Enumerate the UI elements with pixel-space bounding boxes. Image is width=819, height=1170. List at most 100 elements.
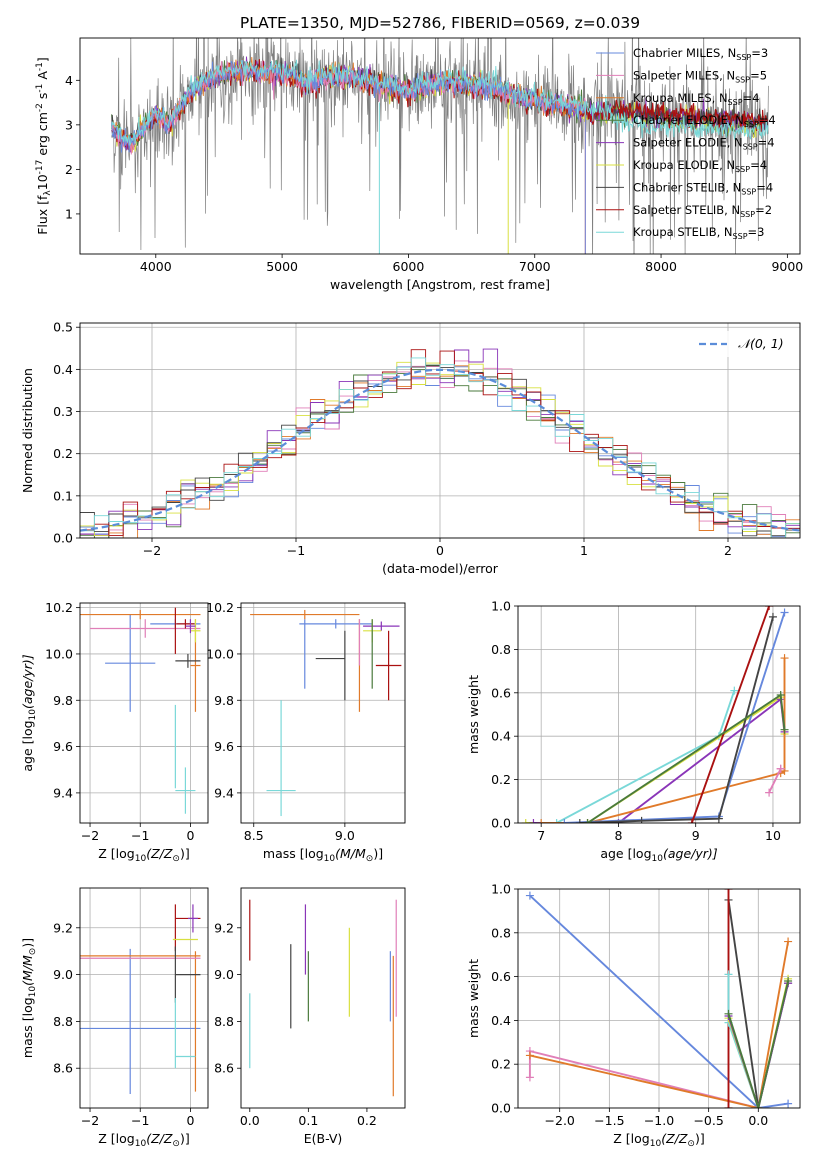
legend-label: Kroupa STELIB, NSSP=3 (633, 225, 764, 241)
mass-weight-marker (730, 686, 739, 695)
mass-weight-marker (537, 819, 546, 823)
y-tick-label: 8.6 (53, 1061, 73, 1076)
axes-frame (517, 888, 801, 1109)
legend-label: Chabrier MILES, NSSP=3 (633, 46, 768, 62)
y-tick-label: 0.0 (491, 1101, 511, 1116)
legend-label-text: =3 (748, 225, 765, 239)
x-label-part: )] (373, 846, 383, 861)
mass-weight-marker (560, 819, 569, 823)
y-tick-label: 8.6 (214, 1061, 234, 1076)
legend-label-text: =4 (743, 91, 760, 105)
mass-weight-marker (525, 1051, 534, 1060)
y-tick-label: 0.1 (53, 488, 73, 503)
y-tick-label: 9.0 (53, 967, 73, 982)
histogram-salpeter-stelib (80, 349, 800, 536)
y-axis-label: mass weight (466, 675, 481, 754)
plot-area (249, 899, 397, 1097)
x-label-sub: ⊙ (366, 854, 374, 864)
axes-residuals: −2 −1 0 1 2 0.0 0.1 0.2 0.3 0.4 0.5 (data-model)/er… (20, 320, 801, 576)
x-label-part: (Z/Z (661, 1131, 688, 1146)
x-tick-label: −2 (81, 828, 99, 843)
x-label-sub: 10 (135, 1139, 147, 1149)
y-tick-label: 9.2 (214, 920, 234, 935)
axes-frame (79, 322, 801, 539)
mass-weight-marker (754, 1104, 763, 1108)
axes-frame (517, 605, 801, 824)
y-label-sub: 10 (28, 709, 38, 721)
mass-weight-marker (776, 764, 785, 773)
y-tick-label: 0.4 (491, 1013, 511, 1028)
y-axis-label-text: Normed distribution (20, 368, 35, 493)
y-label-part: (M/M (20, 955, 35, 986)
mass-weight-marker (768, 612, 777, 621)
x-tick-label: 0.0 (748, 1113, 768, 1128)
axes-spectrum: 4000 5000 6000 7000 8000 9000 1 2 3 4 wavelength [… (35, 37, 803, 292)
legend-label-text: Salpeter MILES, N (633, 68, 735, 82)
mass-weight-line-chabrier-elodie (727, 980, 790, 1108)
y-label-part: Flux [f (35, 195, 50, 235)
y-tick-label: 4 (65, 73, 73, 88)
x-tick-label: 2 (724, 543, 732, 558)
legend-label-text: =4 (759, 113, 776, 127)
y-label-sup: -1 (35, 84, 45, 93)
legend-label-text: =2 (755, 203, 772, 217)
x-label-part: age [log (600, 846, 651, 861)
plot-area (518, 889, 800, 1108)
y-label-sup: -2 (35, 103, 45, 112)
x-tick-label: −2 (143, 543, 161, 558)
legend-label-sub: SSP (736, 53, 751, 62)
legend-label: Salpeter STELIB, NSSP=2 (633, 203, 772, 219)
mass-weight-marker (575, 819, 584, 823)
mass-weight-line-kroupa-stelib (727, 974, 760, 1108)
x-label-part: (age/yr)] (663, 846, 718, 861)
y-tick-label: 0.6 (491, 969, 511, 984)
legend-label-text: Salpeter STELIB, N (633, 203, 740, 217)
x-label-sub: ⊙ (172, 854, 180, 864)
x-axis-label-text: E(B-V) (304, 1131, 343, 1146)
legend-label: Salpeter ELODIE, NSSP=4 (633, 136, 775, 152)
axes-mass-Z: −2 −1 08.68.89.09.2Z [log10(Z/Z⊙)]mass [lo… (20, 887, 209, 1149)
legend-label-text: Kroupa MILES, N (633, 91, 728, 105)
legend-label: Salpeter MILES, NSSP=5 (633, 68, 767, 84)
mass-weight-marker (529, 819, 538, 823)
y-label-part: mass [log (20, 997, 35, 1058)
y-tick-label: 0.6 (491, 685, 511, 700)
x-tick-label: 0 (186, 1113, 194, 1128)
axes-mass-ebv: 0.0 0.1 0.2 8.6 8.8 9.0 9.2 E(B-V) (214, 887, 406, 1146)
x-label-sub: ⊙ (687, 1139, 695, 1149)
x-tick-label: 8 (614, 828, 622, 843)
x-axis-label: E(B-V) (304, 1131, 343, 1146)
axes-mw-Z: −2.0 −1.5 −1.0 −0.5 0.0 0.0 0.2 0.4 0.6 0.8 1.0 Z [… (466, 882, 801, 1149)
x-tick-label: 4000 (140, 259, 172, 274)
y-tick-label: 10.0 (206, 646, 234, 661)
mass-weight-marker (583, 819, 592, 823)
legend-label-sub: SSP (741, 187, 756, 196)
legend-label: Kroupa ELODIE, NSSP=4 (633, 158, 767, 174)
x-axis-label: (data-model)/error (382, 561, 499, 576)
x-label-sub: 10 (650, 1139, 662, 1149)
x-tick-label: 6000 (393, 259, 425, 274)
axes-frame (240, 887, 406, 1109)
mass-weight-marker (765, 788, 774, 797)
x-axis-label-text: (data-model)/error (382, 561, 499, 576)
y-tick-label: 1.0 (491, 599, 511, 614)
y-tick-label: 0.0 (53, 531, 73, 546)
x-label-part: Z [log (98, 846, 134, 861)
y-tick-label: 9.0 (214, 967, 234, 982)
y-tick-label: 3 (65, 117, 73, 132)
plot-area (111, 38, 769, 254)
x-tick-label: 5000 (266, 259, 298, 274)
axes-frame (240, 602, 406, 824)
plot-area (80, 888, 208, 1108)
normal-pdf-curve (80, 368, 800, 532)
x-tick-label: 0 (436, 543, 444, 558)
x-label-sub: ⊙ (172, 1139, 180, 1149)
y-tick-label: 0.8 (491, 642, 511, 657)
x-tick-label: 7 (537, 828, 545, 843)
mass-weight-marker (776, 690, 785, 699)
mass-weight-marker (765, 606, 774, 610)
legend-label-text: Kroupa STELIB, N (633, 225, 733, 239)
mass-weight-marker (784, 1099, 793, 1108)
legend-label-text: =5 (750, 68, 767, 82)
